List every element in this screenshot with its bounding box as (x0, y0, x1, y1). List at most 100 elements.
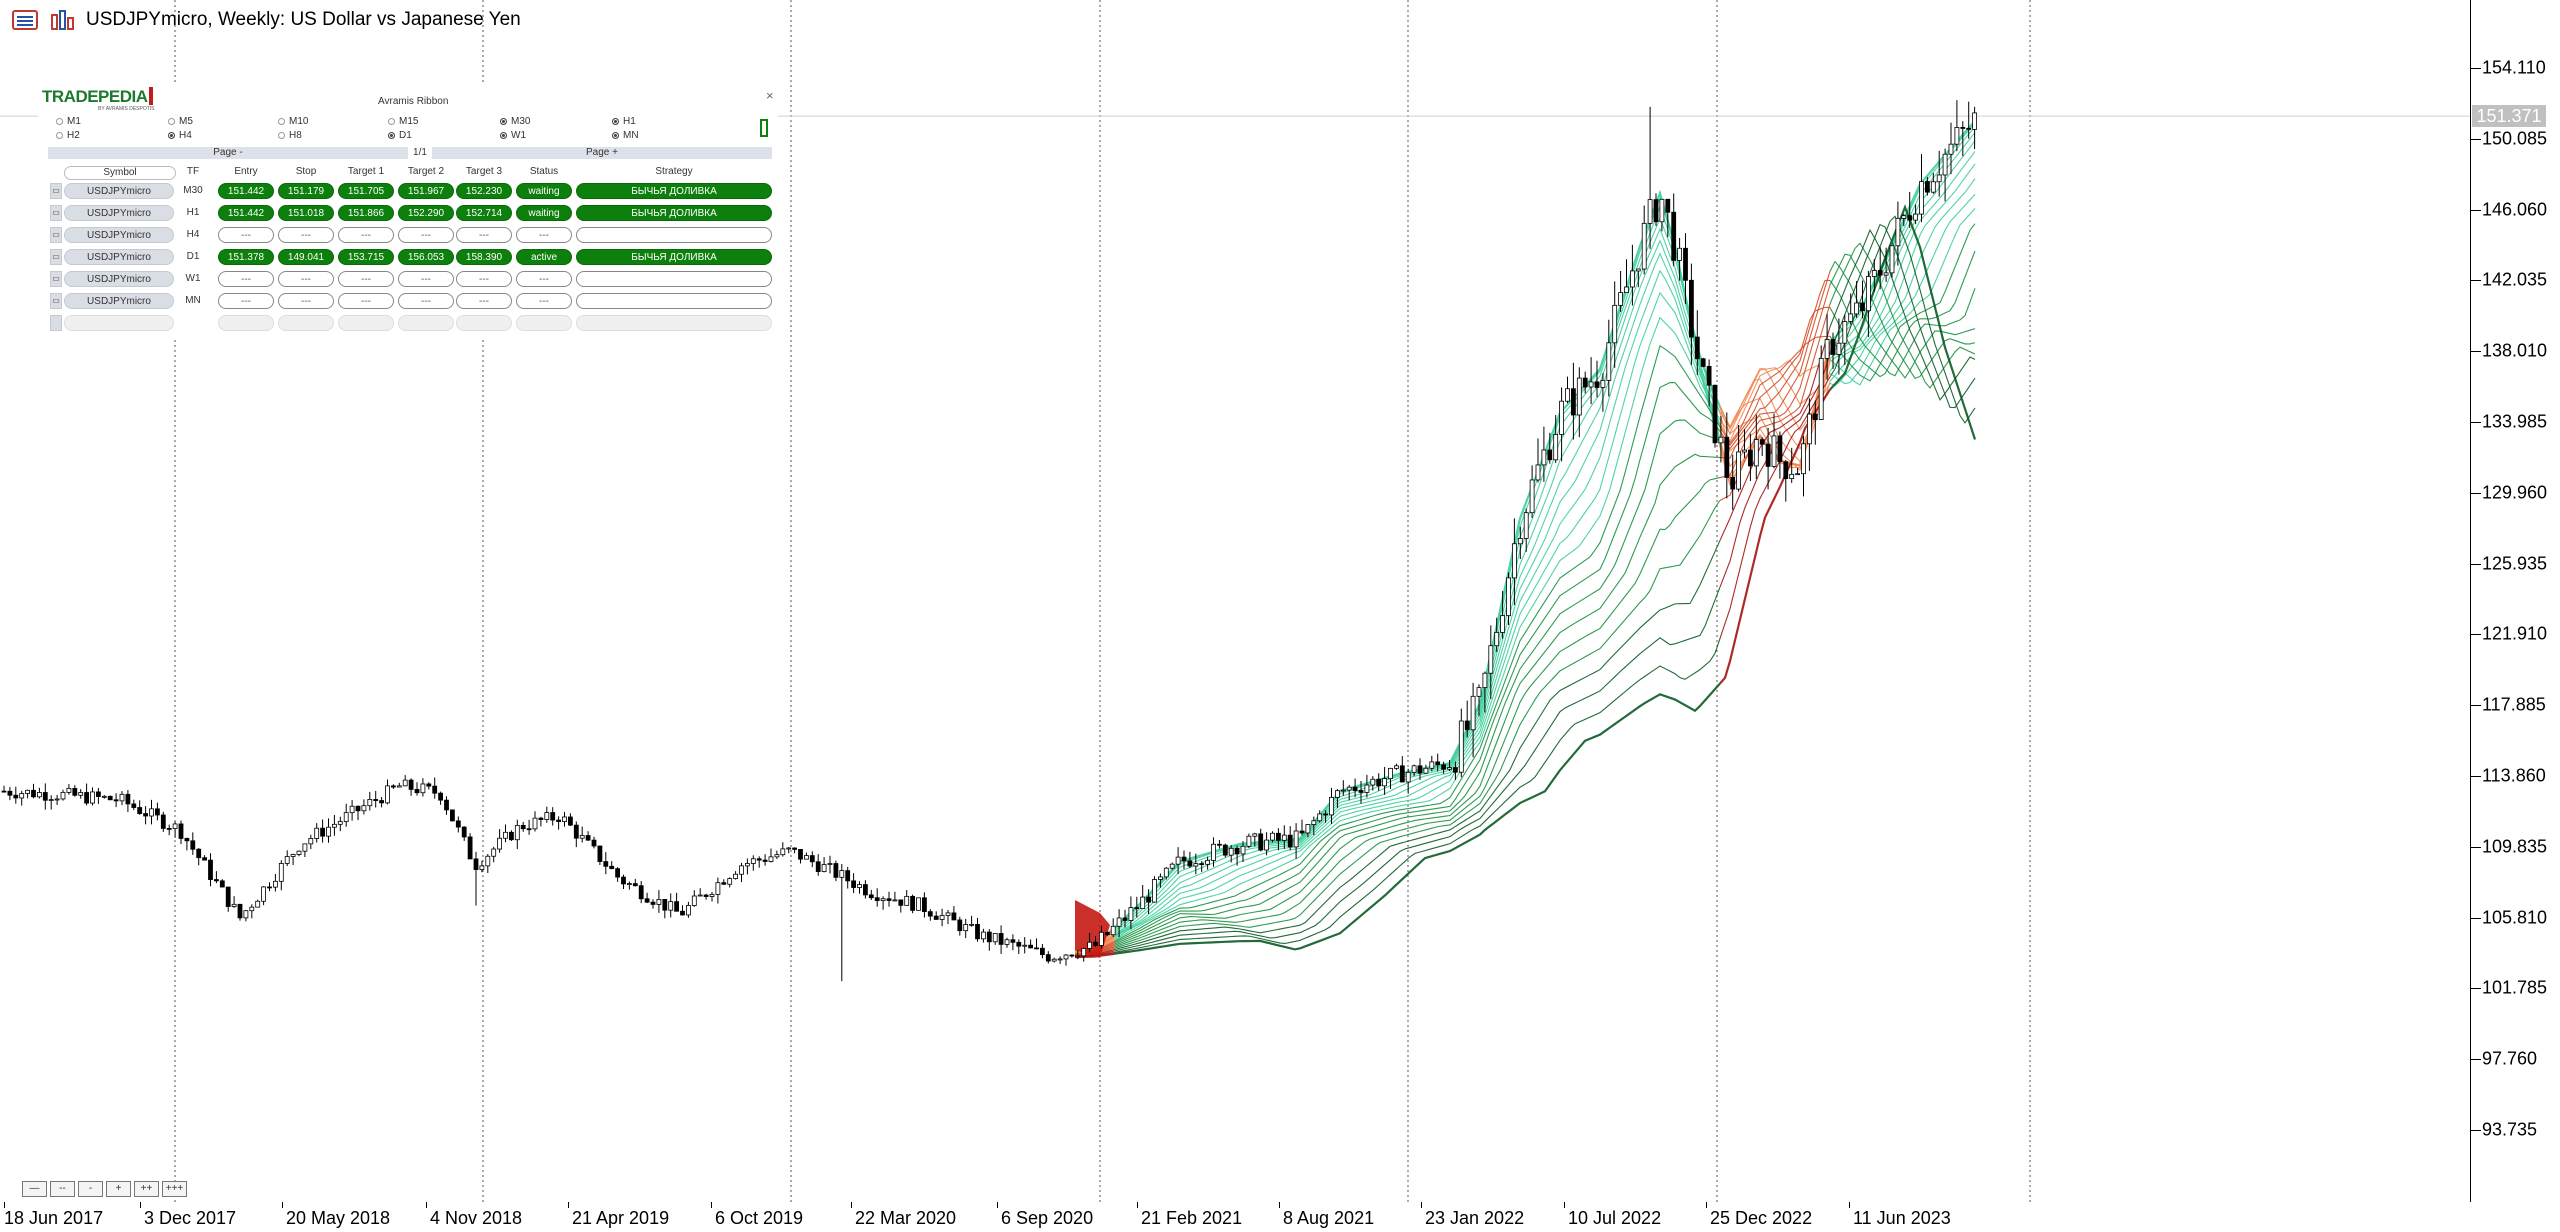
row-t1-cell: --- (338, 271, 394, 287)
chart-area[interactable] (0, 0, 2471, 1202)
candle-body (503, 831, 508, 839)
price-tick (2471, 138, 2481, 140)
row-chart-button[interactable]: ▭ (50, 205, 62, 221)
candle-body (1323, 813, 1328, 816)
timeframe-radio-m5[interactable]: M5 (168, 116, 193, 127)
zoom-button[interactable]: ++ (134, 1181, 159, 1197)
row-symbol[interactable]: USDJPYmicro (64, 293, 174, 309)
candle-body (1529, 479, 1535, 514)
candle-body (1417, 765, 1423, 774)
row-t2-cell: --- (398, 227, 454, 243)
candle-body (1110, 925, 1116, 936)
candle-body (261, 886, 267, 902)
panel-close-button[interactable]: × (766, 88, 774, 103)
candle-body (1724, 436, 1730, 478)
candle-body (1293, 830, 1299, 848)
row-symbol[interactable]: USDJPYmicro (64, 271, 174, 287)
candle-body (1942, 153, 1948, 176)
timeframe-radio-m30[interactable]: M30 (500, 116, 530, 127)
zoom-button[interactable]: — (22, 1181, 47, 1197)
candle-body (945, 912, 951, 916)
row-chart-button[interactable]: ▭ (50, 293, 62, 309)
row-symbol[interactable]: USDJPYmicro (64, 249, 174, 265)
table-header: Entry (234, 166, 258, 177)
candle-body (13, 794, 19, 799)
price-tick (2471, 917, 2481, 919)
timeframe-radio-m15[interactable]: M15 (388, 116, 418, 127)
row-t3-cell: 152.230 (456, 183, 512, 199)
chart-title-bar: USDJPYmicro, Weekly: US Dollar vs Japane… (0, 0, 521, 40)
price-chart[interactable] (0, 0, 2470, 1202)
row-entry-cell: --- (218, 227, 274, 243)
timeframe-radio-d1[interactable]: D1 (388, 130, 412, 141)
candle-body (1895, 217, 1901, 247)
row-strategy-cell: БЫЧЬЯ ДОЛИВКА (576, 249, 772, 265)
ribbon-line (1719, 368, 1831, 431)
radio-dot-icon (278, 132, 285, 139)
row-symbol[interactable]: USDJPYmicro (64, 205, 174, 221)
price-axis-label: 93.735 (2482, 1119, 2538, 1140)
timeframe-radio-h8[interactable]: H8 (278, 130, 302, 141)
row-chart-button[interactable]: ▭ (50, 183, 62, 199)
candle-body (278, 863, 284, 882)
candle-body (603, 861, 609, 867)
candle-body (851, 880, 856, 888)
timeframe-radio-h2[interactable]: H2 (56, 130, 80, 141)
candle-body (314, 827, 320, 839)
candle-body (562, 816, 567, 822)
candle-body (1211, 843, 1216, 861)
row-chart-button[interactable]: ▭ (50, 271, 62, 287)
candle-body (90, 791, 95, 804)
candle-body (792, 847, 797, 850)
row-symbol[interactable]: USDJPYmicro (64, 183, 174, 199)
zoom-button[interactable]: - (78, 1181, 103, 1197)
timeframe-radio-h1[interactable]: H1 (612, 116, 636, 127)
price-axis-label: 138.010 (2482, 340, 2548, 361)
candle-body (703, 894, 709, 897)
candle-body (1022, 944, 1028, 947)
zoom-button[interactable]: -- (50, 1181, 75, 1197)
row-entry-cell: 151.442 (218, 205, 274, 221)
candle-body (1163, 867, 1169, 878)
page-prev-button[interactable]: Page - (48, 147, 408, 159)
zoom-button[interactable]: + (106, 1181, 131, 1197)
price-axis (2471, 0, 2560, 1202)
indicator-icon[interactable] (48, 8, 78, 32)
candle-body (975, 923, 980, 940)
candle-body (1352, 786, 1358, 791)
candle-body (538, 817, 544, 820)
candle-body (815, 861, 821, 872)
ribbon-line (1114, 291, 1721, 939)
candle-body (798, 849, 803, 860)
timeframe-radio-h4[interactable]: H4 (168, 130, 192, 141)
table-header: Strategy (655, 166, 693, 177)
candle-body (904, 895, 910, 906)
candle-body (650, 901, 656, 905)
timeframe-radio-m10[interactable]: M10 (278, 116, 308, 127)
time-axis-label: 8 Aug 2021 (1283, 1208, 1375, 1228)
time-tick (426, 1202, 427, 1208)
radio-label: D1 (399, 130, 412, 141)
time-axis-label: 3 Dec 2017 (144, 1208, 237, 1228)
row-symbol[interactable]: USDJPYmicro (64, 227, 174, 243)
timeframe-radio-mn[interactable]: MN (612, 130, 639, 141)
row-tf-cell: MN (185, 295, 201, 306)
candle-body (839, 870, 845, 878)
row-chart-button[interactable]: ▭ (50, 249, 62, 265)
candle-body (1836, 342, 1842, 355)
timeframe-radio-m1[interactable]: M1 (56, 116, 81, 127)
row-status-cell: --- (516, 293, 572, 309)
candle-body (172, 823, 178, 829)
chart-list-icon[interactable] (10, 8, 40, 32)
candle-body (343, 812, 349, 822)
ribbon-line (1829, 215, 1976, 424)
timeframe-radio-w1[interactable]: W1 (500, 130, 526, 141)
candle-body (621, 876, 626, 885)
zoom-button[interactable]: +++ (162, 1181, 187, 1197)
candle-body (1281, 834, 1287, 841)
row-chart-button[interactable]: ▭ (50, 227, 62, 243)
candle-body (1736, 451, 1741, 490)
candle-body (845, 870, 851, 882)
page-next-button[interactable]: Page + (432, 147, 772, 159)
candle-body (739, 865, 744, 875)
